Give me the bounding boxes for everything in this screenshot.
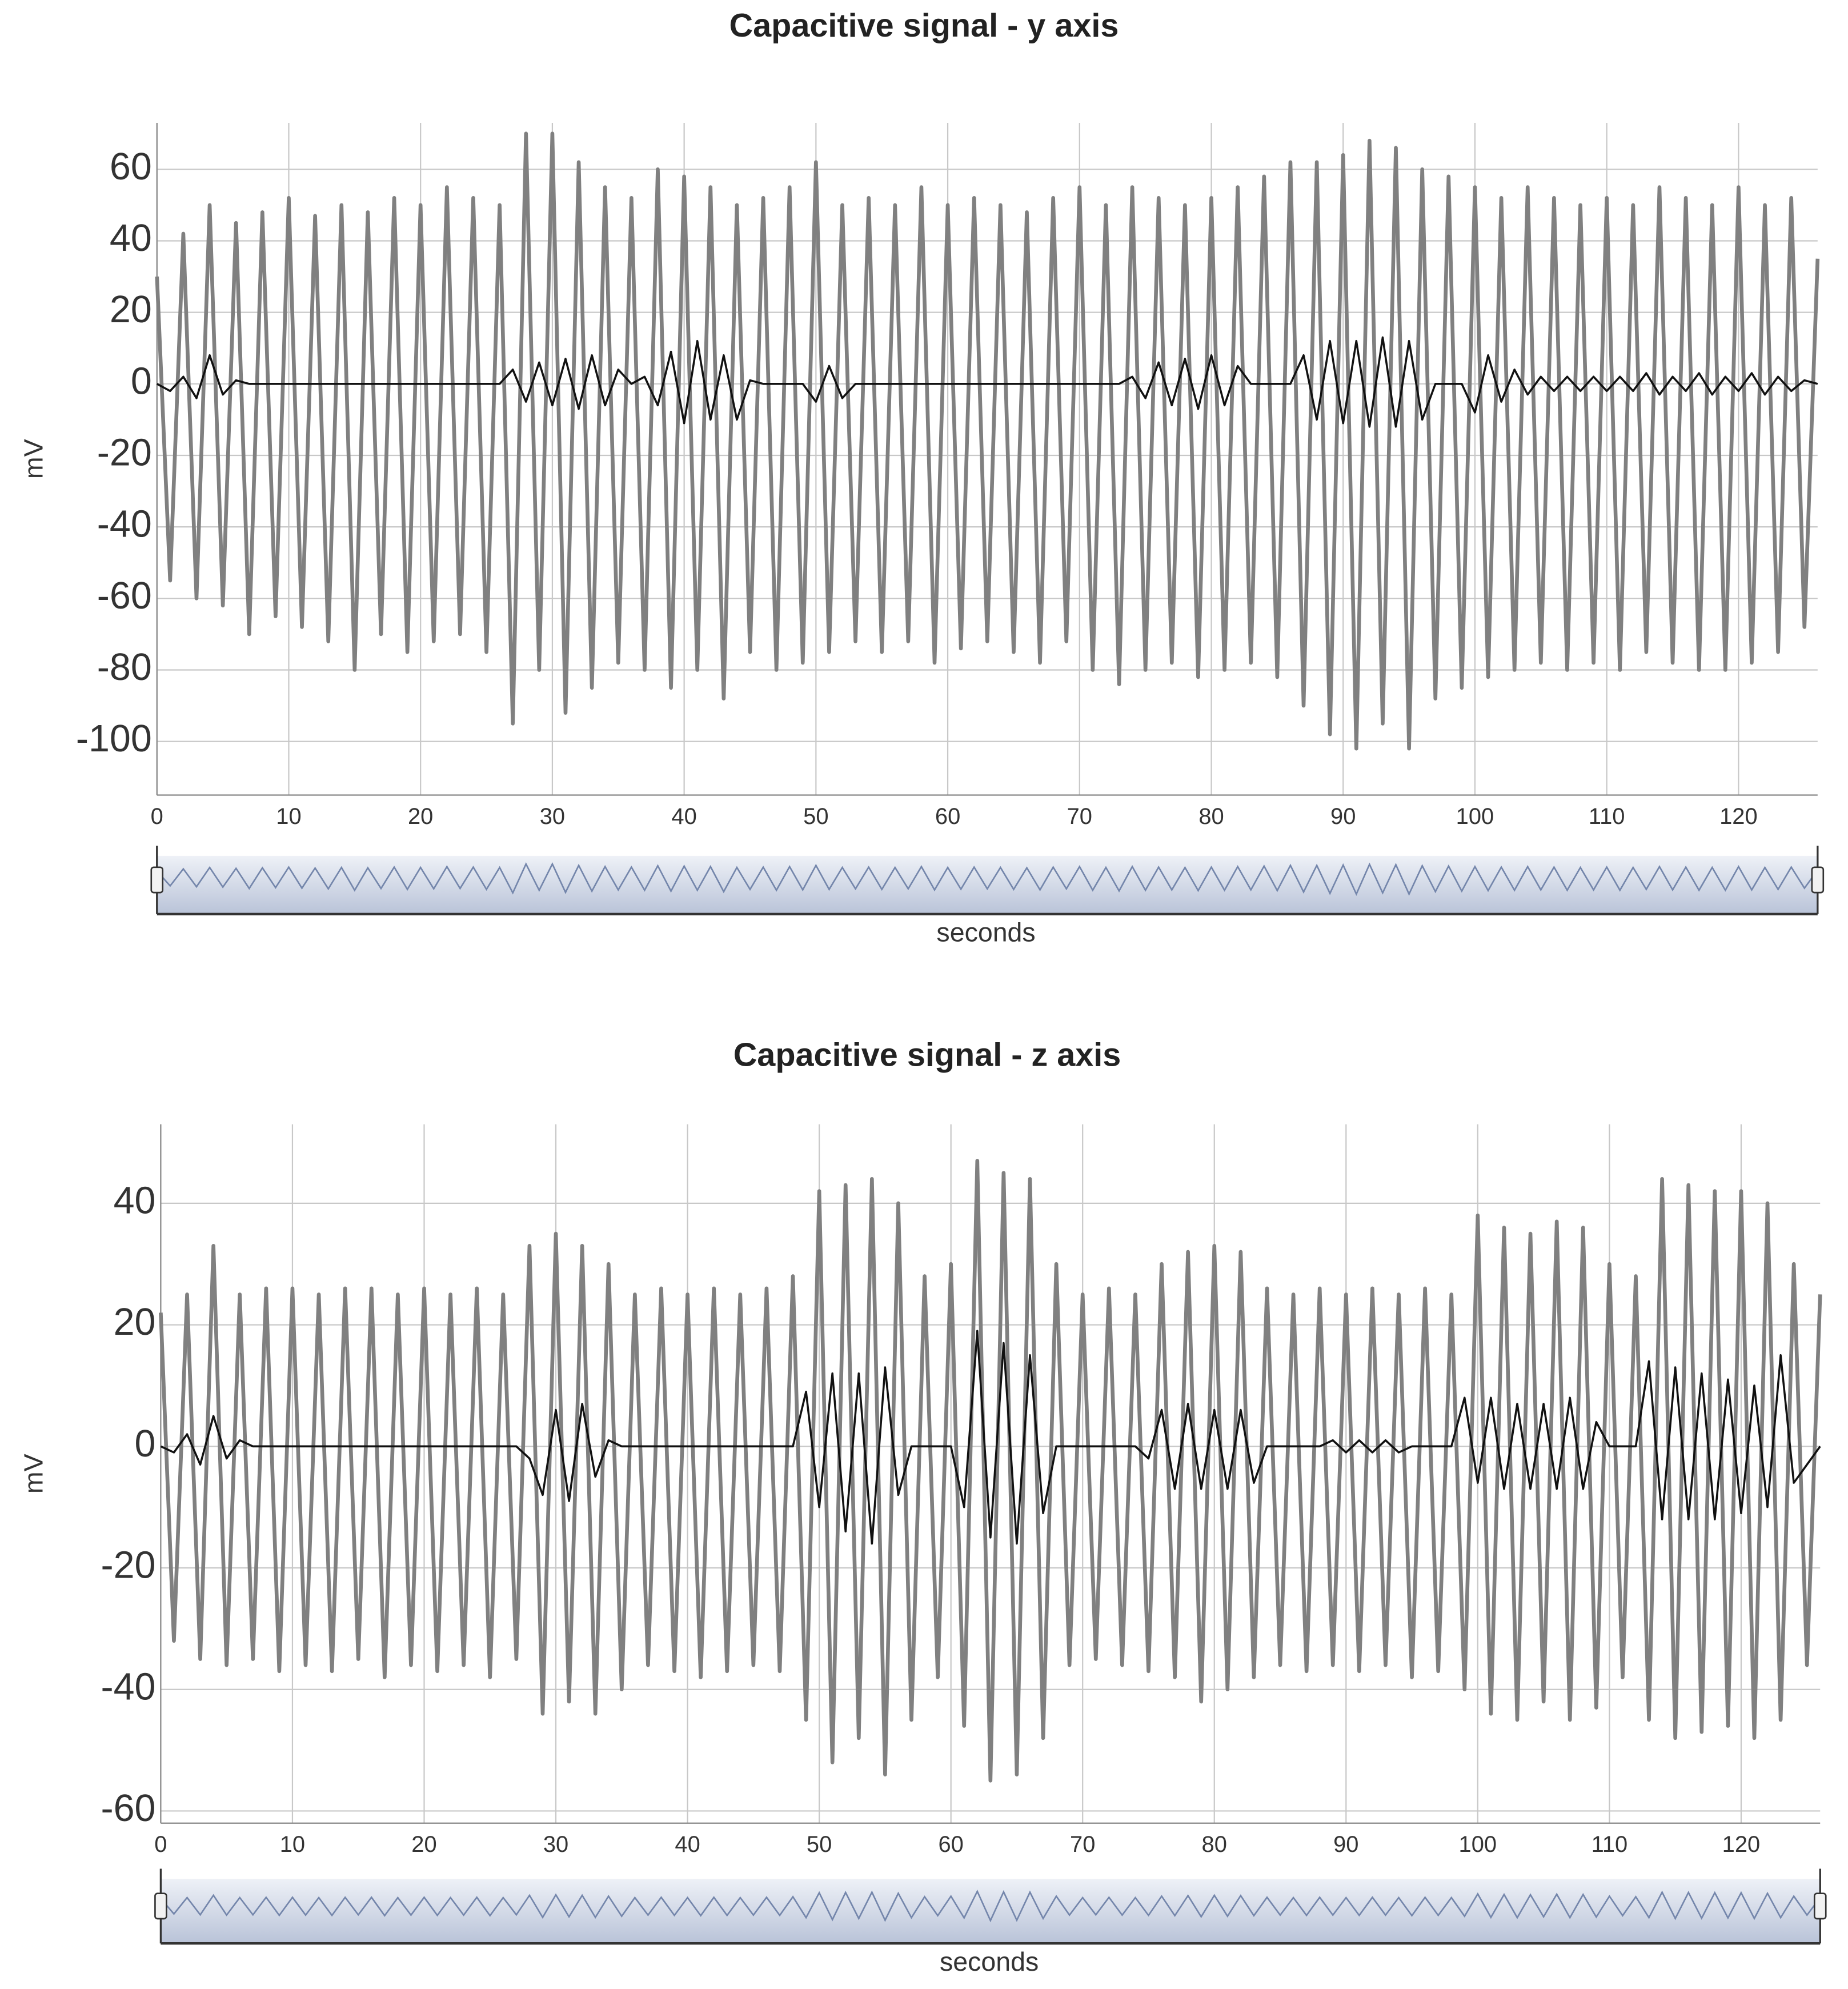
y-tick-label: 60 <box>110 146 152 188</box>
y-tick-label: -40 <box>101 1666 155 1708</box>
y-tick-label: -80 <box>97 646 152 689</box>
chart-title: Capacitive signal - y axis <box>729 7 1119 44</box>
x-tick-label: 120 <box>1722 1832 1761 1857</box>
signal-line <box>160 1330 1821 1545</box>
chart-title: Capacitive signal - z axis <box>733 1036 1121 1073</box>
x-tick-label: 0 <box>154 1832 167 1857</box>
navigator-line <box>156 862 1818 897</box>
y-tick-label: -20 <box>97 432 152 474</box>
navigator-handle <box>150 866 164 894</box>
signal-line <box>155 131 1820 751</box>
y-axis-label: mV <box>18 1454 48 1494</box>
navigator-line <box>160 1889 1821 1923</box>
x-tick-label: 10 <box>280 1832 305 1857</box>
x-tick-label: 80 <box>1202 1832 1227 1857</box>
x-tick-label: 60 <box>938 1832 963 1857</box>
x-tick-label: 110 <box>1592 1832 1628 1857</box>
x-tick-label: 120 <box>1719 804 1758 829</box>
x-tick-label: 30 <box>543 1832 568 1857</box>
y-tick-label: 0 <box>135 1423 156 1465</box>
x-tick-label: 90 <box>1333 1832 1358 1857</box>
x-tick-label: 40 <box>675 1832 700 1857</box>
navigator-bg <box>157 855 1818 914</box>
y-tick-label: 40 <box>114 1179 156 1222</box>
y-axis-label: mV <box>18 439 48 479</box>
y-tick-label: -60 <box>97 575 152 617</box>
x-tick-label: 100 <box>1456 804 1494 829</box>
y-tick-label: 20 <box>114 1301 156 1343</box>
x-tick-label: 70 <box>1070 1832 1095 1857</box>
x-tick-label: 80 <box>1198 804 1224 829</box>
x-tick-label: 100 <box>1459 1832 1497 1857</box>
y-tick-label: 0 <box>131 360 152 402</box>
x-tick-label: 30 <box>540 804 565 829</box>
navigator-handle <box>154 1892 167 1920</box>
x-tick-label: 60 <box>935 804 960 829</box>
x-tick-label: 20 <box>411 1832 436 1857</box>
navigator-handle <box>1811 866 1825 894</box>
x-tick-label: 50 <box>807 1832 832 1857</box>
x-tick-label: 0 <box>151 804 163 829</box>
x-tick-label: 20 <box>408 804 433 829</box>
x-tick-label: 90 <box>1330 804 1356 829</box>
x-tick-label: 10 <box>276 804 301 829</box>
y-tick-label: -40 <box>97 503 152 546</box>
x-tick-label: 40 <box>671 804 696 829</box>
y-tick-label: 40 <box>110 217 152 259</box>
signal-line <box>156 336 1818 428</box>
y-tick-label: 20 <box>110 289 152 331</box>
x-tick-label: 70 <box>1067 804 1092 829</box>
y-tick-label: -20 <box>101 1544 155 1587</box>
x-axis-label: seconds <box>936 918 1035 947</box>
signal-line <box>159 1159 1822 1783</box>
navigator-bg <box>161 1879 1821 1944</box>
y-tick-label: -60 <box>101 1787 155 1830</box>
x-tick-label: 110 <box>1589 804 1625 829</box>
x-axis-label: seconds <box>940 1947 1039 1976</box>
navigator-handle <box>1813 1892 1827 1920</box>
x-tick-label: 50 <box>803 804 828 829</box>
y-tick-label: -100 <box>76 718 152 760</box>
